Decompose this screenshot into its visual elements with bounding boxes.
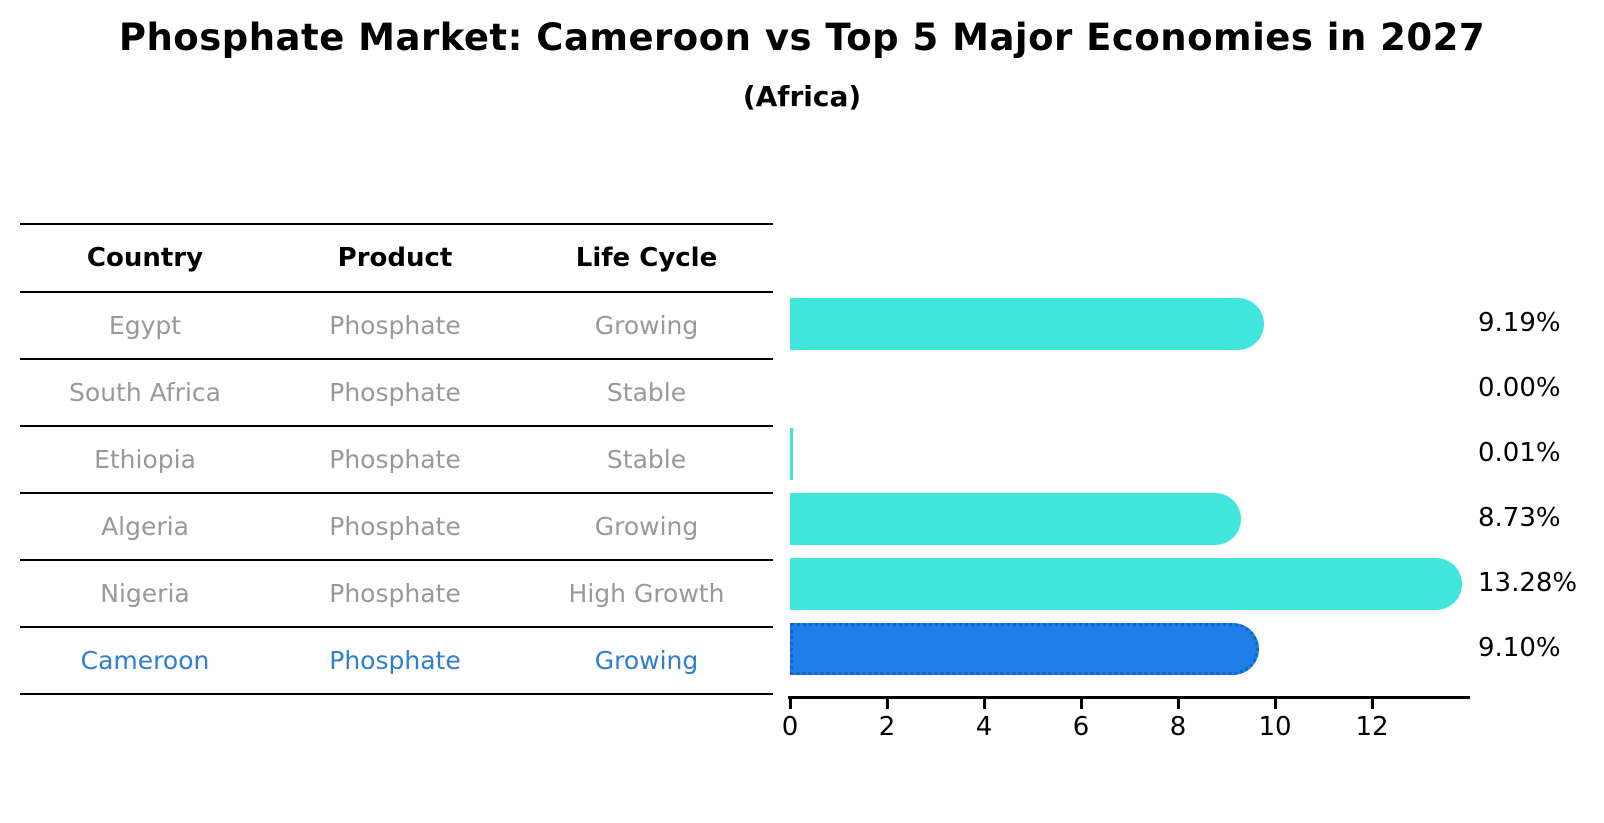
table-header-row: Country Product Life Cycle [20,223,773,293]
x-axis-line [788,696,1470,699]
cell-country: Cameroon [80,646,210,675]
x-axis-tick-label: 0 [781,712,799,742]
x-axis-tick-label: 10 [1258,712,1292,742]
x-axis-tick-label: 4 [975,712,993,742]
table-row: Algeria Phosphate Growing [20,494,773,561]
cell-lifecycle: Growing [594,512,699,541]
cell-country: Egypt [108,311,182,340]
value-label: 0.00% [1478,373,1561,403]
cell-product: Phosphate [329,311,461,340]
cell-lifecycle: Growing [594,646,699,675]
cell-country: Ethiopia [94,445,196,474]
x-axis-tick-mark [1080,698,1083,709]
x-axis-tick-mark [886,698,889,709]
table-row: Egypt Phosphate Growing [20,293,773,360]
x-axis-tick-mark [1177,698,1180,709]
cell-country: South Africa [69,378,221,407]
value-label: 9.19% [1478,308,1561,338]
x-axis-tick-mark [789,698,792,709]
x-axis-tick-label: 2 [878,712,896,742]
x-axis-tick-mark [1371,698,1374,709]
bar-nigeria [790,558,1463,610]
x-axis-tick-label: 8 [1169,712,1187,742]
cell-country: Nigeria [100,579,190,608]
column-header-country: Country [86,243,204,273]
chart-title: Phosphate Market: Cameroon vs Top 5 Majo… [118,16,1486,59]
table-row: Nigeria Phosphate High Growth [20,561,773,628]
cell-product: Phosphate [329,646,461,675]
bar-ethiopia [790,428,793,480]
cell-lifecycle: Growing [594,311,699,340]
bar-highlight-cameroon [790,623,1260,675]
cell-product: Phosphate [329,445,461,474]
table-row: South Africa Phosphate Stable [20,360,773,427]
table-body: Egypt Phosphate Growing South Africa Phospha… [20,293,773,695]
value-label: 0.01% [1478,438,1561,468]
column-header-product: Product [337,243,453,273]
cell-lifecycle: Stable [606,445,687,474]
value-label: 8.73% [1478,503,1561,533]
country-table: Country Product Life Cycle Egypt Phosphat… [20,223,773,695]
x-axis-tick-label: 6 [1072,712,1090,742]
x-axis-tick-label: 12 [1355,712,1389,742]
cell-country: Algeria [101,512,189,541]
value-label: 9.10% [1478,633,1561,663]
cell-product: Phosphate [329,512,461,541]
table-row: Ethiopia Phosphate Stable [20,427,773,494]
cell-lifecycle: High Growth [568,579,725,608]
table-row: Cameroon Phosphate Growing [20,628,773,695]
column-header-lifecycle: Life Cycle [575,243,718,273]
x-axis-tick-mark [983,698,986,709]
cell-product: Phosphate [329,579,461,608]
cell-lifecycle: Stable [606,378,687,407]
cell-product: Phosphate [329,378,461,407]
x-axis-tick-mark [1274,698,1277,709]
chart-subtitle: (Africa) [742,80,862,113]
bar-egypt [790,298,1264,350]
bar-algeria [790,493,1242,545]
value-label: 13.28% [1478,568,1578,598]
